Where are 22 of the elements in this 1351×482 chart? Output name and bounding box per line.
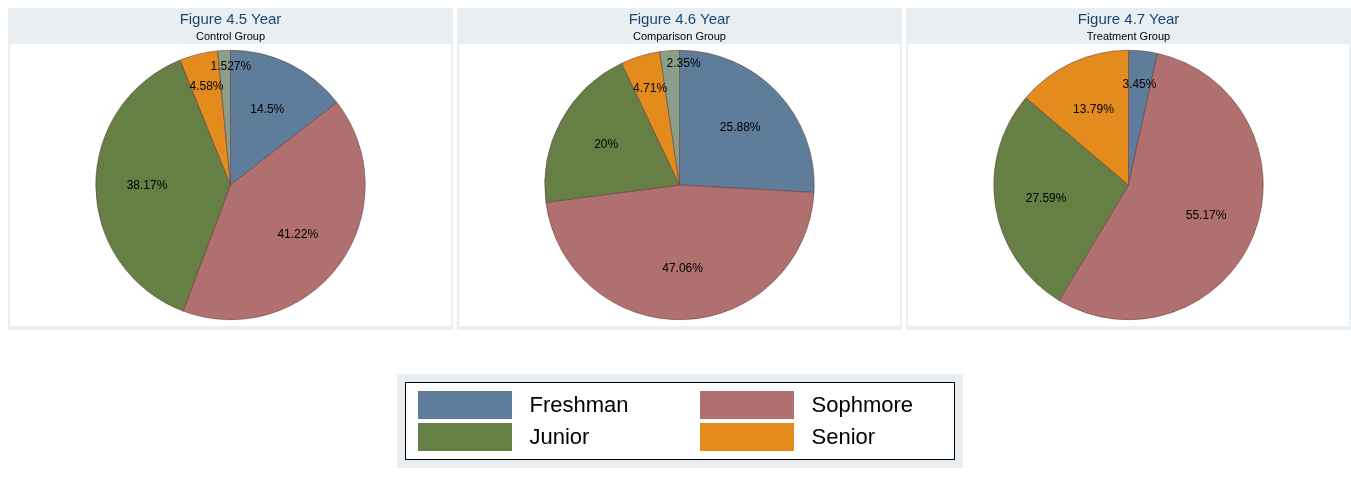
legend-label: Freshman bbox=[529, 392, 630, 418]
data-label: 4.58% bbox=[189, 79, 224, 94]
data-label: 20% bbox=[594, 137, 619, 152]
data-label: 41.22% bbox=[277, 226, 319, 241]
data-label: 47.06% bbox=[662, 260, 704, 275]
data-label: 38.17% bbox=[126, 178, 168, 193]
chart-title: Figure 4.7 Year bbox=[1076, 10, 1181, 28]
data-label: 55.17% bbox=[1185, 208, 1227, 223]
legend-label: Sophmore bbox=[811, 392, 914, 418]
data-label: 14.5% bbox=[250, 102, 285, 117]
legend-label: Junior bbox=[529, 424, 591, 450]
data-label: 2.35% bbox=[666, 56, 701, 71]
legend-label: Senior bbox=[811, 424, 877, 450]
chart-title: Figure 4.5 Year bbox=[178, 10, 283, 28]
chart-subtitle: Comparison Group bbox=[632, 29, 727, 44]
chart-subtitle: Control Group bbox=[194, 29, 267, 44]
data-label: 27.59% bbox=[1025, 190, 1067, 205]
data-label: 25.88% bbox=[719, 119, 761, 134]
data-label: 4.71% bbox=[633, 80, 668, 95]
chart-subtitle: Treatment Group bbox=[1085, 29, 1172, 44]
chart-title: Figure 4.6 Year bbox=[627, 10, 732, 28]
data-label: 13.79% bbox=[1073, 101, 1115, 116]
